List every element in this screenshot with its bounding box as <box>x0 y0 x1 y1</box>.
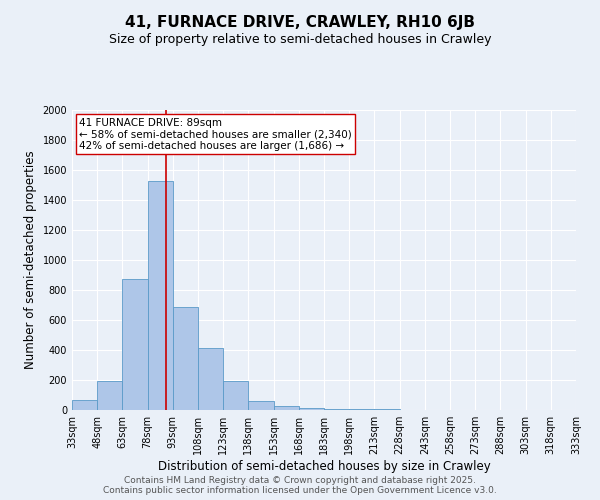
Bar <box>274 406 299 410</box>
Bar <box>122 279 148 410</box>
Bar <box>223 381 248 410</box>
Bar <box>198 348 223 410</box>
Bar <box>299 408 324 410</box>
Bar <box>148 180 173 410</box>
Bar <box>173 306 198 410</box>
Bar <box>97 381 122 410</box>
Bar <box>324 408 349 410</box>
Bar <box>72 400 97 410</box>
Bar <box>374 409 400 410</box>
X-axis label: Distribution of semi-detached houses by size in Crawley: Distribution of semi-detached houses by … <box>158 460 490 473</box>
Text: 41 FURNACE DRIVE: 89sqm
← 58% of semi-detached houses are smaller (2,340)
42% of: 41 FURNACE DRIVE: 89sqm ← 58% of semi-de… <box>79 118 352 150</box>
Text: 41, FURNACE DRIVE, CRAWLEY, RH10 6JB: 41, FURNACE DRIVE, CRAWLEY, RH10 6JB <box>125 15 475 30</box>
Text: Size of property relative to semi-detached houses in Crawley: Size of property relative to semi-detach… <box>109 32 491 46</box>
Y-axis label: Number of semi-detached properties: Number of semi-detached properties <box>24 150 37 370</box>
Bar <box>248 401 274 410</box>
Text: Contains HM Land Registry data © Crown copyright and database right 2025.
Contai: Contains HM Land Registry data © Crown c… <box>103 476 497 495</box>
Bar <box>349 409 374 410</box>
